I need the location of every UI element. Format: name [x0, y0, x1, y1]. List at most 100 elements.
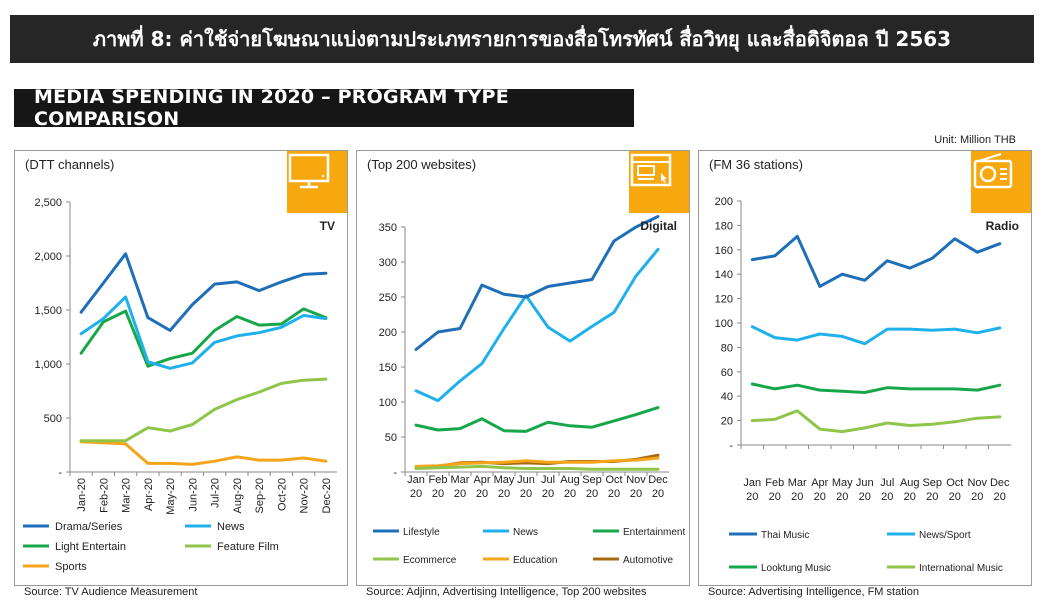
- x-tick-label: Jan 20: [407, 474, 425, 500]
- legend-label: Lifestyle: [403, 527, 440, 538]
- x-tick-label: Aug 20: [560, 474, 580, 500]
- series-line-news: [79, 295, 328, 370]
- series-line-news-sport: [750, 325, 1002, 346]
- series-line-feature-film: [79, 377, 328, 443]
- y-tick-label: 180: [715, 220, 733, 232]
- x-tick-label: Nov-20: [299, 478, 311, 513]
- x-tick-label: Nov 20: [626, 474, 646, 500]
- y-tick-label: 150: [379, 362, 397, 374]
- legend-label: Looktung Music: [761, 563, 831, 574]
- series-line-international-music: [750, 409, 1002, 434]
- y-tick-label: 120: [715, 294, 733, 306]
- y-tick-label: 200: [715, 196, 733, 208]
- x-tick-label: Feb 20: [429, 474, 448, 500]
- x-tick-label: Aug-20: [232, 478, 244, 513]
- y-tick-label: 300: [379, 257, 397, 269]
- digital-chart-panel: - 50 100 150 200 250 300 350 Jan 20 Feb 20 Mar 20 Apr 2…: [356, 150, 690, 586]
- legend-label: Education: [513, 555, 557, 566]
- browser-window-icon: [629, 151, 689, 213]
- unit-label: Unit: Million THB: [934, 134, 1016, 146]
- panel-type-label: TV: [319, 219, 335, 233]
- panel-subtitle: (DTT channels): [25, 157, 115, 172]
- y-tick-label: -: [729, 440, 733, 452]
- legend-label: International Music: [919, 563, 1003, 574]
- x-tick-label: Apr-20: [143, 478, 155, 511]
- tv-icon: [287, 151, 347, 213]
- series-line-lifestyle: [414, 215, 660, 351]
- x-tick-label: Oct-20: [276, 478, 288, 511]
- x-tick-label: Sep 20: [922, 477, 942, 503]
- x-tick-label: Jul 20: [880, 477, 894, 503]
- series-line-education: [414, 456, 660, 468]
- tv-chart-panel: - 500 1,000 1,500 2,000 2,500 Jan-20 Feb-20 Mar-…: [14, 150, 348, 586]
- x-tick-label: Feb 20: [765, 477, 784, 503]
- thai-title-banner: ภาพที่ 8: ค่าใช้จ่ายโฆษณาแบ่งตามประเภทรา…: [10, 15, 1034, 63]
- y-tick-label: 40: [721, 391, 733, 403]
- legend-label: Thai Music: [761, 530, 809, 541]
- y-tick-label: 20: [721, 416, 733, 428]
- x-tick-label: Mar 20: [451, 474, 470, 500]
- panel-subtitle: (FM 36 stations): [709, 157, 803, 172]
- source-note: Source: TV Audience Measurement: [24, 586, 198, 598]
- source-note: Source: Advertising Intelligence, FM sta…: [708, 586, 919, 598]
- x-tick-label: Apr 20: [811, 477, 828, 503]
- series-line-drama-series: [79, 252, 328, 332]
- x-tick-label: Jan 20: [743, 477, 761, 503]
- x-tick-label: Jan-20: [76, 478, 88, 512]
- x-tick-label: Jul-20: [210, 478, 222, 508]
- y-tick-label: 100: [379, 397, 397, 409]
- panel-subtitle: (Top 200 websites): [367, 157, 477, 172]
- x-tick-label: Dec 20: [990, 477, 1010, 503]
- x-tick-label: May-20: [165, 478, 177, 515]
- y-tick-label: 60: [721, 367, 733, 379]
- x-tick-label: May 20: [832, 477, 853, 503]
- legend-label: Light Entertain: [55, 541, 126, 553]
- series-line-thai-music: [750, 234, 1002, 288]
- legend-label: Feature Film: [217, 541, 279, 553]
- series-line-looktung-music: [750, 382, 1002, 394]
- series-line-sports: [79, 440, 328, 466]
- x-tick-label: Jul 20: [541, 474, 555, 500]
- legend-label: News/Sport: [919, 530, 971, 541]
- y-tick-label: 100: [715, 318, 733, 330]
- tv-line-chart: - 500 1,000 1,500 2,000 2,500 Jan-20 Feb-20 Mar-…: [23, 197, 337, 573]
- x-tick-label: Sep 20: [582, 474, 602, 500]
- legend-label: News: [513, 527, 538, 538]
- legend-label: Drama/Series: [55, 521, 123, 533]
- panel-type-label: Radio: [985, 219, 1019, 233]
- x-tick-label: Feb-20: [98, 478, 110, 513]
- x-tick-label: Nov 20: [967, 477, 987, 503]
- x-tick-label: Aug 20: [900, 477, 920, 503]
- series-line-light-entertain: [79, 307, 328, 368]
- series-line-news: [414, 247, 660, 403]
- legend-label: Ecommerce: [403, 555, 457, 566]
- y-tick-label: 80: [721, 342, 733, 354]
- x-tick-label: Jun 20: [856, 477, 874, 503]
- y-tick-label: 2,000: [34, 251, 62, 263]
- chart-subtitle-banner: MEDIA SPENDING IN 2020 – PROGRAM TYPE CO…: [14, 86, 634, 130]
- x-tick-label: Jun 20: [517, 474, 535, 500]
- x-tick-label: May 20: [494, 474, 515, 500]
- x-tick-label: Oct 20: [605, 474, 622, 500]
- radio-chart-panel: - 20 40 60 80 100 120 140 160 180 200 Jan 20 Feb 20 Mar…: [698, 150, 1032, 586]
- thai-title: ภาพที่ 8: ค่าใช้จ่ายโฆษณาแบ่งตามประเภทรา…: [92, 27, 952, 51]
- x-tick-label: Dec 20: [648, 474, 668, 500]
- chart-subtitle: MEDIA SPENDING IN 2020 – PROGRAM TYPE CO…: [34, 86, 509, 130]
- x-tick-label: Mar 20: [788, 477, 807, 503]
- x-tick-label: Sep-20: [254, 478, 266, 513]
- y-tick-label: 1,000: [34, 359, 62, 371]
- x-tick-label: Jun-20: [187, 478, 199, 512]
- y-tick-label: 2,500: [34, 197, 62, 209]
- series-line-ecommerce: [414, 464, 660, 471]
- y-tick-label: 250: [379, 292, 397, 304]
- series-line-entertainment: [414, 406, 660, 433]
- x-tick-label: Oct 20: [946, 477, 963, 503]
- x-tick-label: Mar-20: [121, 478, 133, 513]
- panel-type-label: Digital: [640, 219, 677, 233]
- y-tick-label: 350: [379, 222, 397, 234]
- x-tick-label: Apr 20: [473, 474, 490, 500]
- y-tick-label: -: [393, 467, 397, 479]
- legend-label: Automotive: [623, 555, 673, 566]
- y-tick-label: 160: [715, 245, 733, 257]
